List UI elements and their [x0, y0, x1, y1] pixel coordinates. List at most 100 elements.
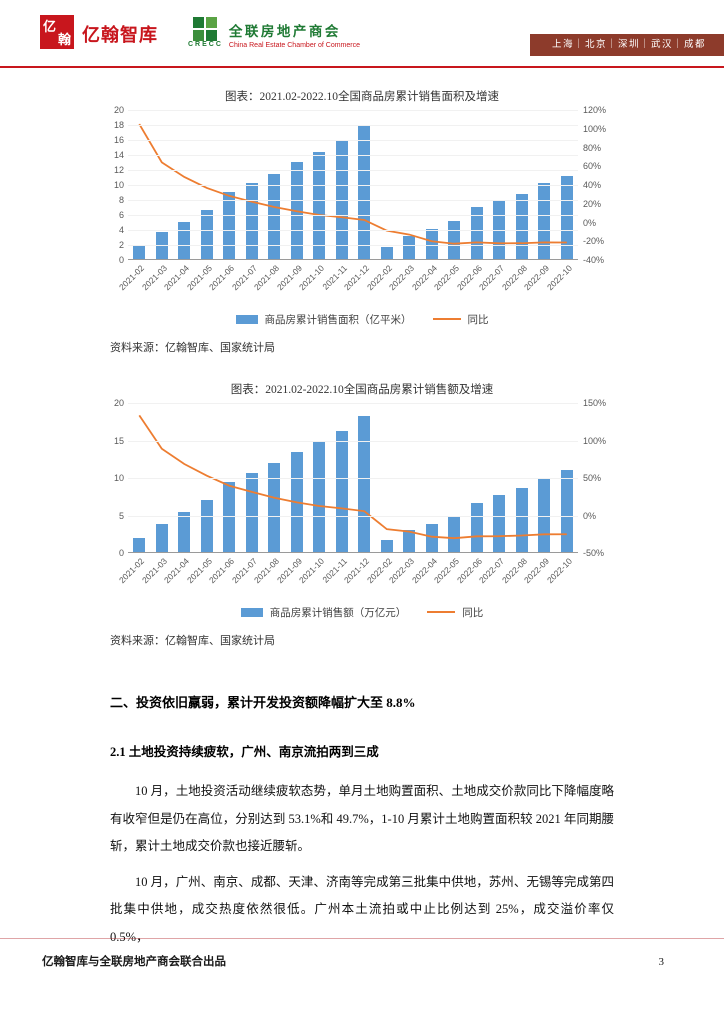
- y-axis-tick-left: 2: [118, 240, 124, 250]
- body-paragraph: 10 月，土地投资活动继续疲软态势，单月土地购置面积、土地成交价款同比下降幅度略…: [110, 784, 614, 853]
- line-legend-swatch: [427, 611, 456, 613]
- y-axis-tick-right: 0%: [583, 510, 597, 521]
- gridline: [128, 230, 578, 231]
- gridline: [128, 200, 578, 201]
- y-axis-tick-right: 20%: [583, 198, 602, 209]
- bar-2022-06: [470, 502, 483, 552]
- line-legend-label: 同比: [462, 607, 484, 619]
- y-axis-tick-right: -50%: [583, 548, 605, 558]
- data-source: 资料来源：亿翰智库、国家统计局: [110, 635, 275, 647]
- y-axis-tick-left: 12: [113, 165, 124, 175]
- bar-2022-03: [403, 235, 416, 259]
- page-number: 3: [658, 956, 665, 968]
- y-axis-tick-right: -40%: [583, 255, 605, 265]
- x-axis: 2021-02 2021-03 2021-04 2021-05 2021-06 2021-…: [102, 260, 622, 312]
- bar-2021-05: [200, 499, 213, 552]
- body-paragraph: 10 月，广州、南京、成都、天津、济南等完成第三批集中供地，苏州、无锡等完成第四…: [110, 874, 614, 944]
- bar-2021-02: [133, 537, 146, 552]
- gridline: [128, 515, 578, 517]
- bar-2022-03: [403, 529, 416, 552]
- chart-plot-row: 0 5 10 15 20 -50% 0% 50% 100% 150%: [102, 398, 622, 558]
- crecc-name-cn: 全联房地产商会: [228, 24, 341, 39]
- y-axis-tick-left: 6: [118, 210, 124, 220]
- y-axis-tick-left: 15: [113, 435, 124, 446]
- logo-char-bottom: 翰: [57, 32, 71, 47]
- y-axis-tick-left: 10: [113, 473, 124, 483]
- bar-2021-10: [313, 441, 326, 552]
- y-axis-tick-left: 5: [118, 510, 124, 521]
- y-axis-tick-left: 0: [118, 255, 124, 265]
- bar-2022-10: [560, 470, 573, 552]
- bar-legend-label: 商品房累计销售额（万亿元）: [269, 607, 407, 619]
- y-axis-tick-right: 40%: [583, 180, 602, 190]
- chart-legend: 商品房累计销售面积（亿平米） 同比: [92, 312, 632, 326]
- bar-2021-08: [268, 173, 281, 259]
- y-axis-tick-right: 50%: [583, 473, 602, 483]
- y-axis-tick-left: 0: [118, 548, 124, 558]
- chart-sales-area: 图表：2021.02-2022.10全国商品房累计销售面积及增速 0 2 4 6 8 10…: [92, 88, 632, 355]
- line-legend-label: 同比: [467, 314, 489, 326]
- y-axis-tick-left: 20: [113, 398, 124, 408]
- line-legend-swatch: [432, 318, 461, 320]
- bar-2021-06: [223, 192, 236, 259]
- data-source: 资料来源：亿翰智库、国家统计局: [110, 342, 275, 354]
- chart-title: 图表：2021.02-2022.10全国商品房累计销售额及增速: [230, 384, 494, 396]
- bar-2022-04: [425, 229, 438, 259]
- right-axis: -50% 0% 50% 100% 150%: [578, 398, 622, 558]
- yihan-logo-icon: 亿 翰: [40, 15, 74, 49]
- page-footer: 亿翰智库与全联房地产商会联合出品 3: [0, 938, 724, 969]
- bar-2022-02: [380, 247, 393, 259]
- y-axis-tick-left: 16: [113, 135, 124, 145]
- y-axis-tick-left: 8: [118, 195, 124, 205]
- gridline: [128, 155, 578, 156]
- line-series: [138, 123, 567, 245]
- yoy-line: [138, 123, 567, 245]
- plot-area: [128, 403, 578, 553]
- footer-credit: 亿翰智库与全联房地产商会联合出品: [42, 956, 226, 968]
- bar-2021-05: [200, 209, 213, 259]
- y-axis-tick-right: 120%: [583, 105, 607, 115]
- brand-name: 亿翰智库: [82, 25, 158, 45]
- brand-area: 亿 翰 亿翰智库 CRECC 全联房地产商会 China Real Estate…: [0, 0, 724, 49]
- bar-2022-05: [448, 516, 461, 552]
- gridline: [128, 170, 578, 171]
- left-axis: 0 5 10 15 20: [102, 398, 128, 558]
- gridline: [128, 125, 578, 126]
- bar-2021-11: [335, 430, 348, 552]
- subsection-heading: 2.1 土地投资持续疲软，广州、南京流拍两到三成: [110, 745, 379, 759]
- y-axis-tick-right: 100%: [583, 123, 607, 134]
- crecc-name-en: China Real Estate Chamber of Commerce: [228, 42, 361, 49]
- bar-2022-06: [470, 207, 483, 259]
- right-axis: -40% -20% 0% 20% 40% 60% 80% 100% 120%: [578, 105, 622, 265]
- bar-2021-02: [133, 246, 146, 259]
- y-axis-tick-left: 20: [113, 105, 124, 115]
- city-list: 上海｜北京｜深圳｜武汉｜成都: [529, 34, 724, 56]
- chart-plot-row: 0 2 4 6 8 10 12 14 16 18 20 -40% -20% 0% 20% 40% 60% 80%…: [102, 105, 622, 265]
- gridline: [128, 140, 578, 141]
- gridline: [128, 440, 578, 442]
- y-axis-tick-right: 80%: [583, 142, 602, 153]
- y-axis-tick-left: 10: [113, 180, 124, 190]
- bar-2022-10: [560, 175, 573, 259]
- bar-2021-04: [178, 511, 191, 552]
- y-axis-tick-left: 4: [118, 225, 124, 235]
- page-content: 图表：2021.02-2022.10全国商品房累计销售面积及增速 0 2 4 6 8 10…: [92, 88, 632, 951]
- y-axis-tick-right: 0%: [583, 217, 597, 228]
- gridline: [128, 403, 578, 404]
- line-series: [138, 414, 567, 540]
- chart-sales-value: 图表：2021.02-2022.10全国商品房累计销售额及增速 0 5 10 15 20…: [92, 381, 632, 648]
- gridline: [128, 245, 578, 246]
- crecc-abbr: CRECC: [188, 41, 223, 48]
- chart-legend: 商品房累计销售额（万亿元） 同比: [92, 605, 632, 619]
- gridline: [128, 478, 578, 479]
- bar-2021-08: [268, 462, 281, 552]
- crecc-logo: CRECC 全联房地产商会 China Real Estate Chamber …: [188, 17, 360, 49]
- bar-2021-10: [313, 151, 326, 259]
- gridline: [128, 215, 578, 216]
- page-header: 亿 翰 亿翰智库 CRECC 全联房地产商会 China Real Estate…: [0, 0, 724, 68]
- chart-title: 图表：2021.02-2022.10全国商品房累计销售面积及增速: [224, 91, 500, 103]
- y-axis-tick-right: -20%: [583, 236, 605, 247]
- y-axis-tick-left: 14: [113, 150, 124, 160]
- x-axis: 2021-02 2021-03 2021-04 2021-05 2021-06 2021-…: [102, 553, 622, 605]
